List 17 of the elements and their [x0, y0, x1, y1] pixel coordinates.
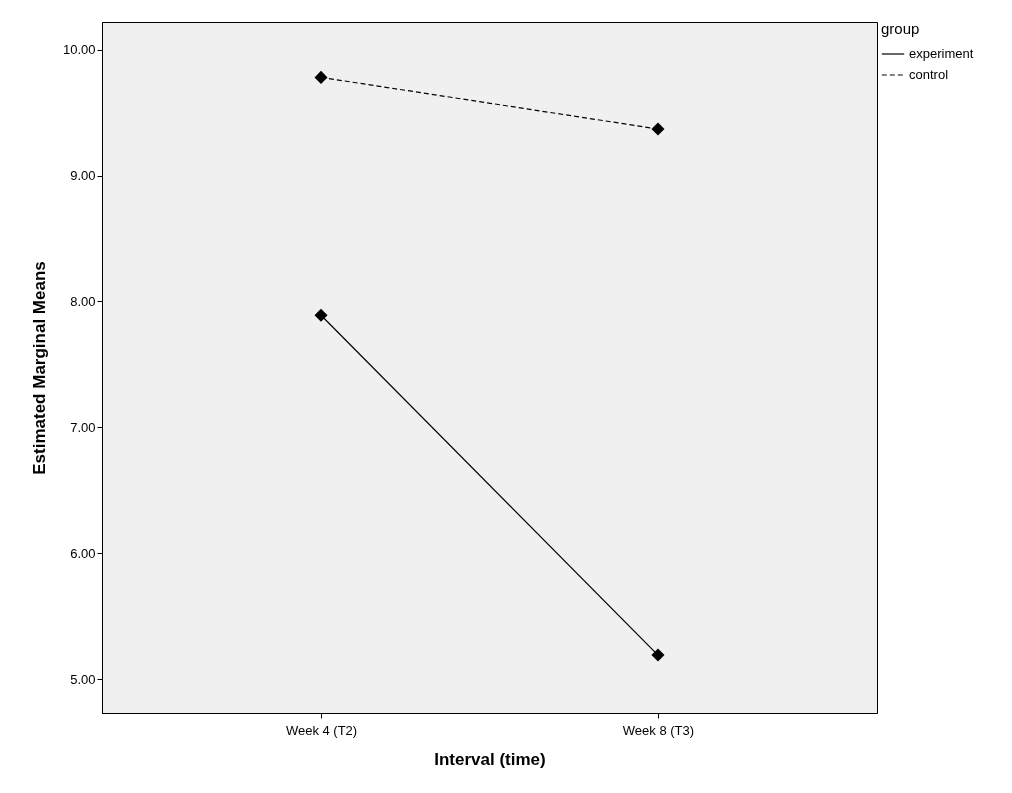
x-tick-label: Week 4 (T2): [285, 722, 358, 738]
legend-title: group: [881, 20, 920, 37]
point: [314, 70, 328, 84]
point: [651, 648, 665, 662]
y-tick-label: 10.00: [62, 42, 96, 58]
y-tick-label: 9.00: [70, 168, 96, 184]
y-axis-title: Estimated Marginal Means: [29, 261, 49, 475]
y-tick-label: 5.00: [70, 671, 96, 687]
legend-label: control: [909, 67, 949, 82]
y-tick-label: 6.00: [70, 545, 96, 561]
legend-label: experiment: [909, 46, 974, 61]
point: [314, 308, 328, 322]
x-tick-label: Week 8 (T3): [622, 722, 695, 738]
y-tick-label: 8.00: [70, 293, 96, 309]
x-axis-title: Interval (time): [434, 749, 546, 769]
point: [651, 122, 665, 136]
y-tick-label: 7.00: [70, 419, 96, 435]
